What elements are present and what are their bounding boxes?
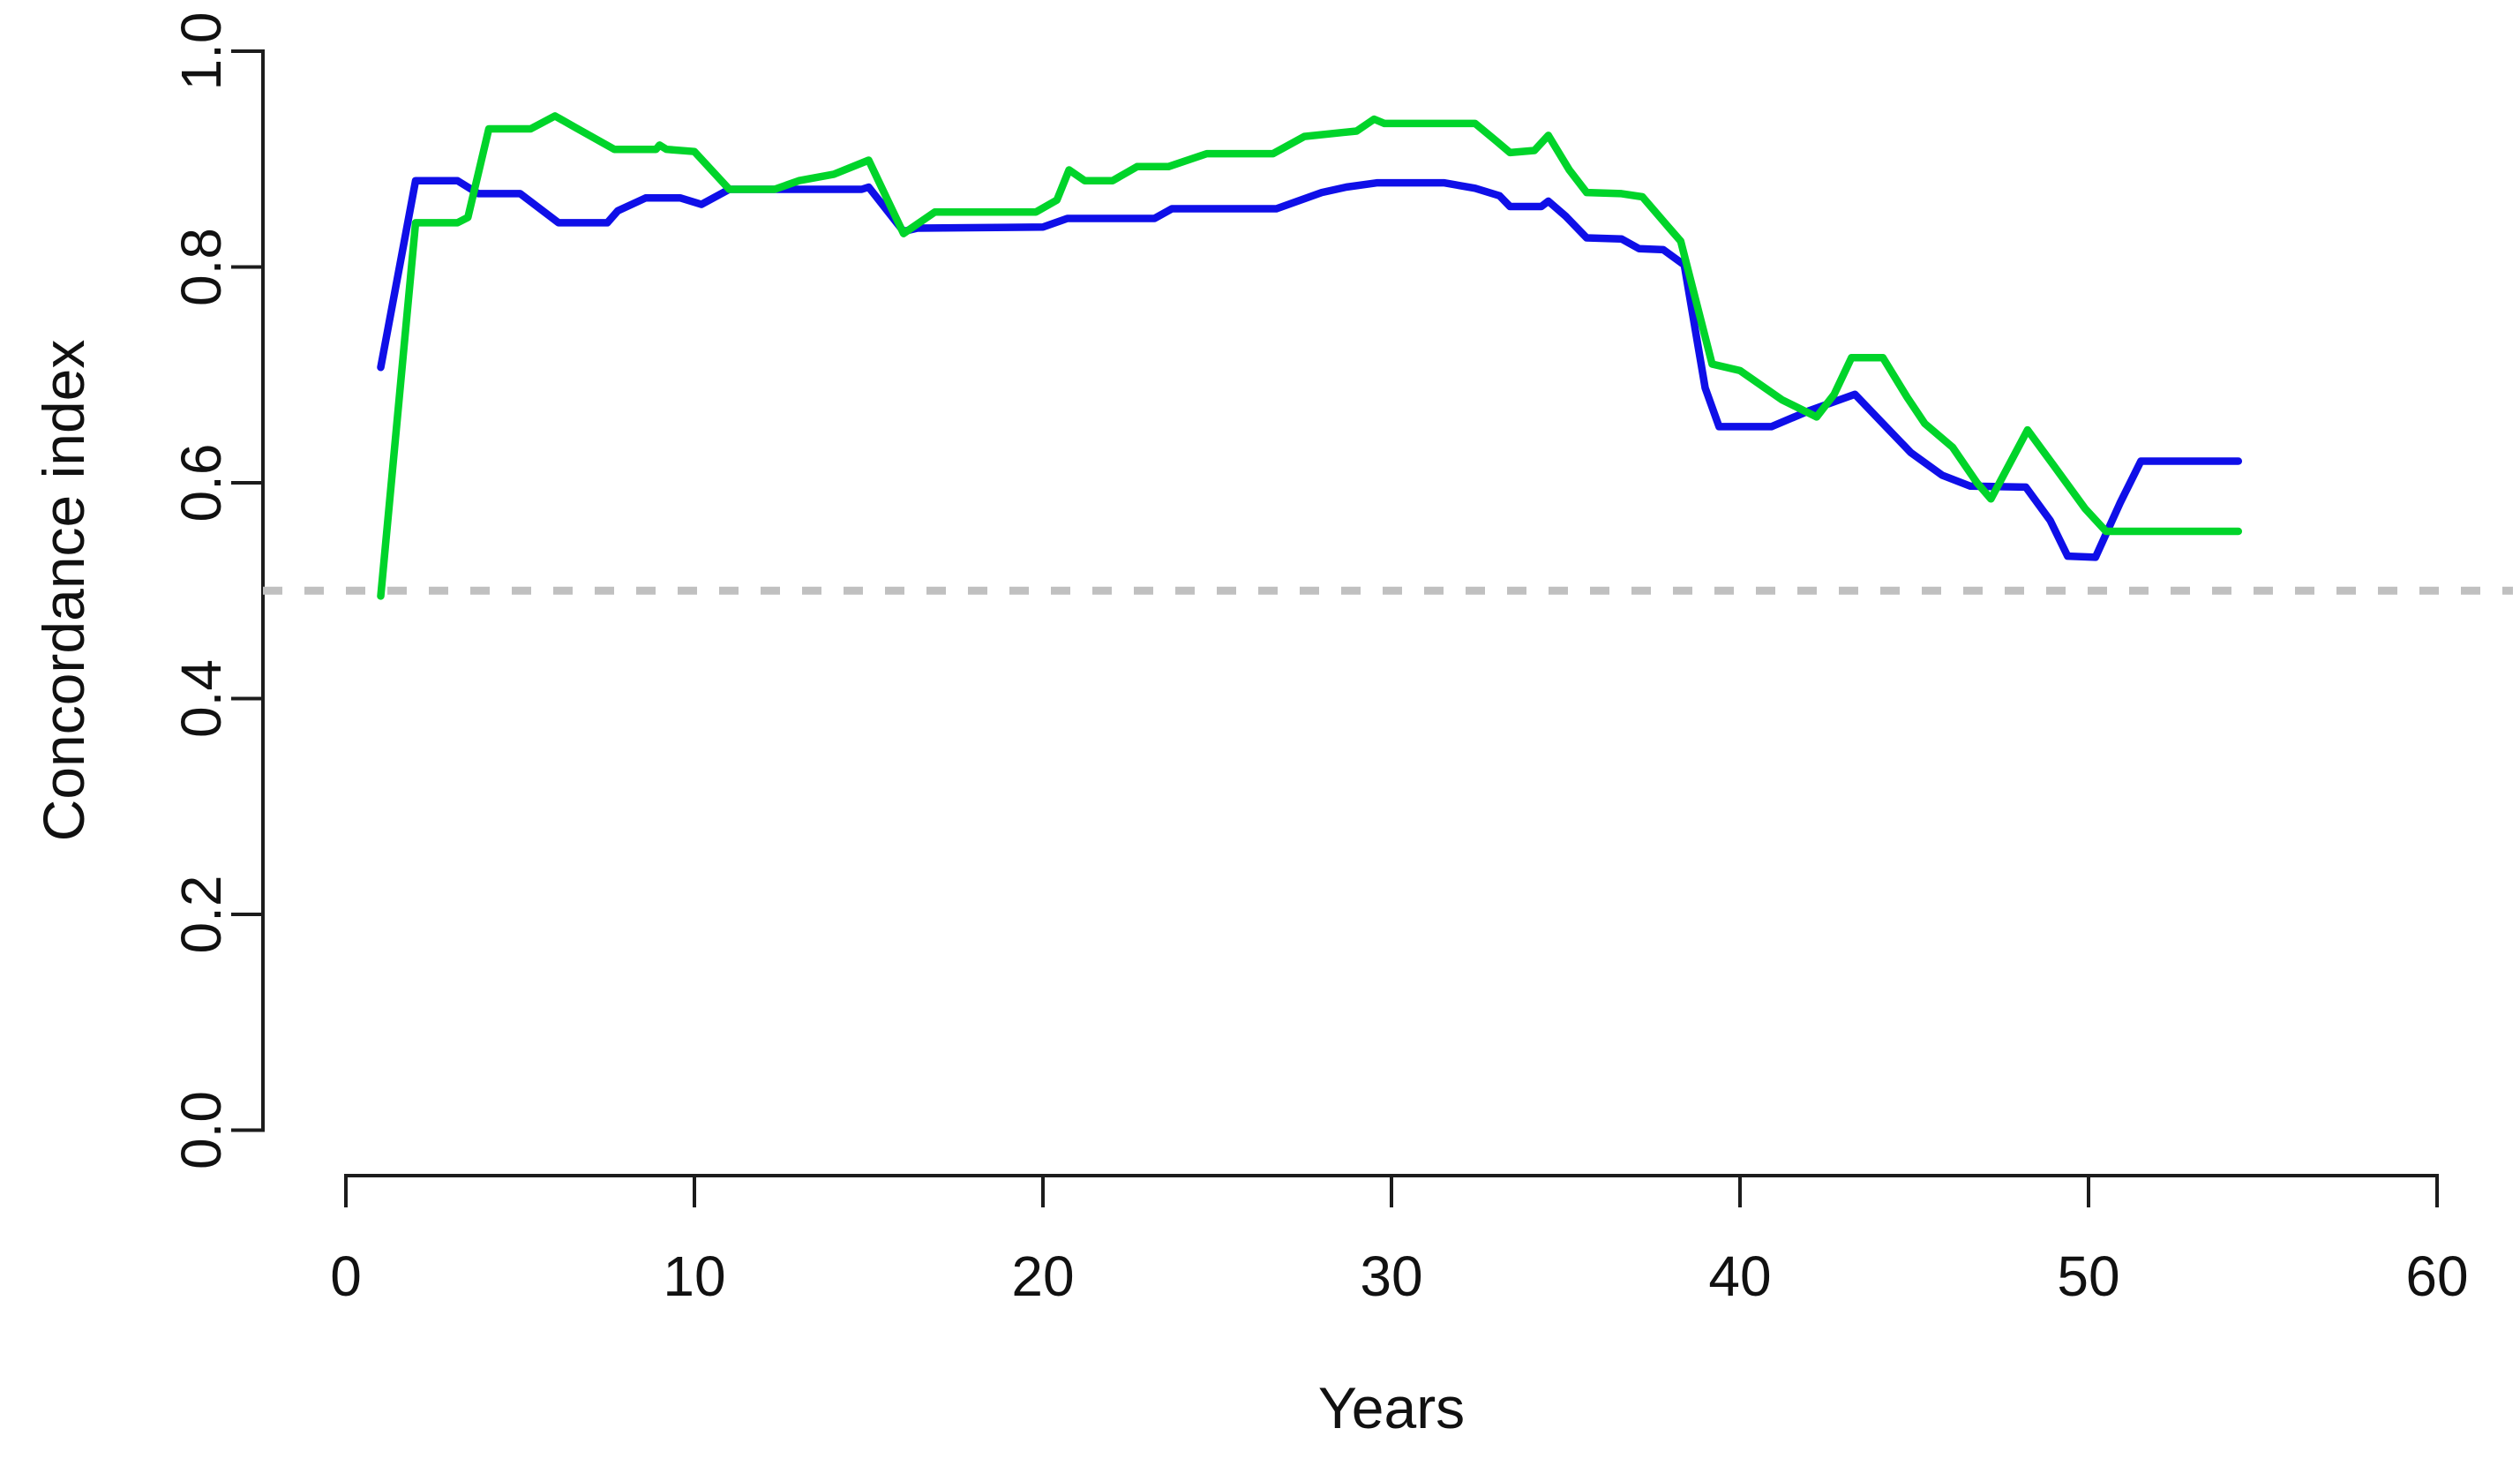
y-tick-label: 0.6 [169, 444, 233, 522]
y-tick-label: 0.8 [169, 228, 233, 306]
x-axis-title: Years [1318, 1375, 1465, 1440]
x-tick-label: 40 [1708, 1244, 1771, 1308]
y-tick-label: 0.0 [169, 1091, 233, 1169]
series-line-green [377, 112, 2243, 600]
series-layer [377, 112, 2243, 600]
x-tick-label: 10 [663, 1244, 725, 1308]
y-tick-label: 0.4 [169, 659, 233, 738]
x-tick-label: 30 [1360, 1244, 1422, 1308]
series-line-blue [377, 177, 2243, 561]
x-tick-label: 20 [1011, 1244, 1074, 1308]
x-tick-label: 0 [330, 1244, 362, 1308]
y-tick-label: 0.2 [169, 876, 233, 954]
y-tick-label: 1.0 [169, 12, 233, 91]
axes-layer: 0.0 0.2 0.4 0.6 0.8 1.0 0 10 20 30 40 50 60 [169, 12, 2469, 1308]
x-tick-label: 50 [2057, 1244, 2119, 1308]
x-tick-label: 60 [2405, 1244, 2468, 1308]
y-axis-title: Concordance index [31, 340, 96, 842]
